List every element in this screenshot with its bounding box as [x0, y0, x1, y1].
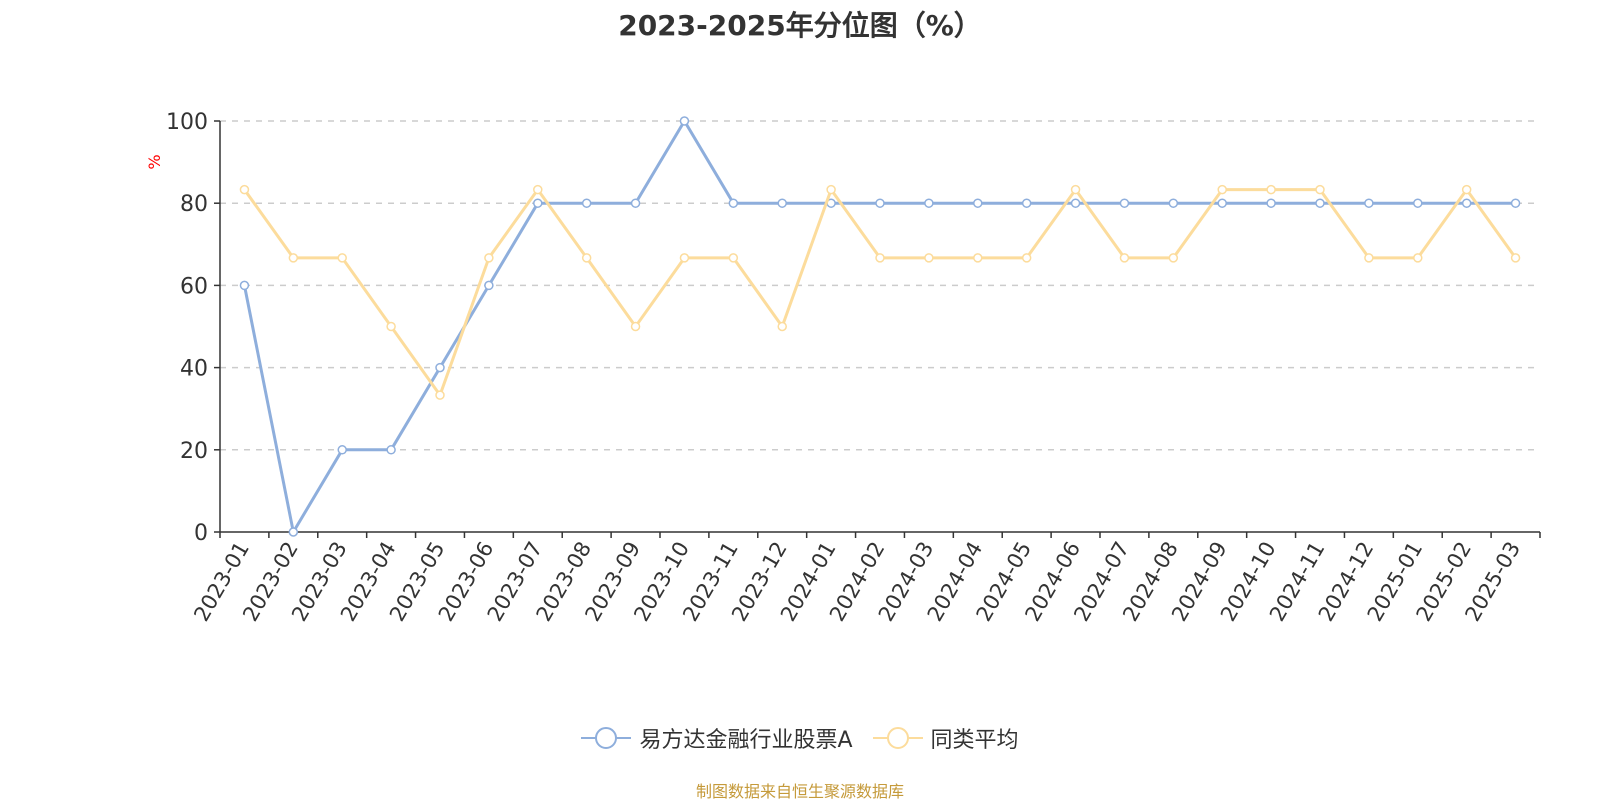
y-tick-label: 80 [180, 192, 208, 217]
series-line-1 [243, 188, 1517, 397]
data-point [1461, 184, 1472, 195]
data-point [1217, 198, 1227, 208]
data-point [533, 184, 543, 195]
data-point [1070, 198, 1081, 208]
series-line-0 [242, 119, 1516, 534]
y-tick-label: 0 [194, 521, 208, 546]
legend-item-average[interactable]: 同类平均 [872, 722, 1019, 754]
data-point [435, 362, 445, 373]
y-tick-label: 60 [180, 274, 208, 299]
data-point [973, 198, 983, 208]
data-point [973, 253, 983, 263]
data-point [777, 198, 787, 208]
data-point [630, 321, 641, 332]
line-chart: 0204060801002023-012023-022023-032023-04… [145, 110, 1541, 625]
data-point [386, 321, 396, 332]
y-tick-label: 20 [180, 439, 208, 464]
data-point [924, 198, 934, 208]
legend: 易方达金融行业股票A 同类平均 [0, 722, 1600, 754]
data-point [630, 198, 641, 208]
data-point [875, 198, 885, 208]
data-point [239, 184, 250, 195]
data-point [1217, 184, 1227, 195]
data-point [1413, 253, 1423, 263]
data-point [533, 198, 543, 208]
data-point [1315, 198, 1325, 208]
data-point [337, 445, 347, 455]
data-point [1070, 184, 1081, 195]
series-lines [239, 116, 1521, 537]
data-point [924, 253, 934, 263]
data-point [875, 253, 885, 263]
y-tick-label: 40 [180, 357, 208, 382]
chart-title: 2023-2025年分位图（%） [618, 9, 982, 42]
data-point [239, 280, 250, 291]
legend-line-circle-icon [872, 727, 923, 749]
data-point [1168, 198, 1179, 208]
axes: 0204060801002023-012023-022023-032023-04… [166, 110, 1541, 625]
data-point [1266, 198, 1276, 208]
grid-lines [220, 120, 1540, 451]
data-point [1510, 198, 1521, 208]
legend-label-fund: 易方达金融行业股票A [639, 728, 853, 753]
data-point [1119, 198, 1130, 208]
data-point [777, 321, 787, 332]
data-point [679, 116, 690, 126]
data-point [581, 198, 592, 208]
legend-item-fund[interactable]: 易方达金融行业股票A [581, 722, 853, 754]
y-tick-label: 100 [166, 110, 208, 135]
data-point [1364, 198, 1374, 208]
data-point [288, 527, 299, 537]
legend-line-circle-icon [581, 727, 632, 749]
data-point [435, 390, 445, 400]
data-point [1021, 198, 1032, 208]
data-point [1168, 253, 1179, 263]
data-point [826, 184, 836, 195]
data-point [337, 253, 347, 263]
data-point [1266, 184, 1276, 195]
data-point [1510, 253, 1521, 263]
data-point [1021, 253, 1032, 263]
data-point [728, 253, 739, 263]
data-point [1364, 253, 1374, 263]
data-point [1413, 198, 1423, 208]
data-point [484, 280, 494, 291]
data-point [386, 445, 396, 455]
data-point [679, 253, 690, 263]
data-point [484, 253, 494, 263]
legend-label-average: 同类平均 [930, 728, 1019, 753]
y-axis-label: % [145, 154, 164, 169]
data-point [1461, 198, 1472, 208]
data-point [728, 198, 739, 208]
source-note: 制图数据来自恒生聚源数据库 [695, 782, 904, 801]
data-point [288, 253, 299, 263]
data-point [581, 253, 592, 263]
data-point [1315, 184, 1325, 195]
data-point [1119, 253, 1130, 263]
